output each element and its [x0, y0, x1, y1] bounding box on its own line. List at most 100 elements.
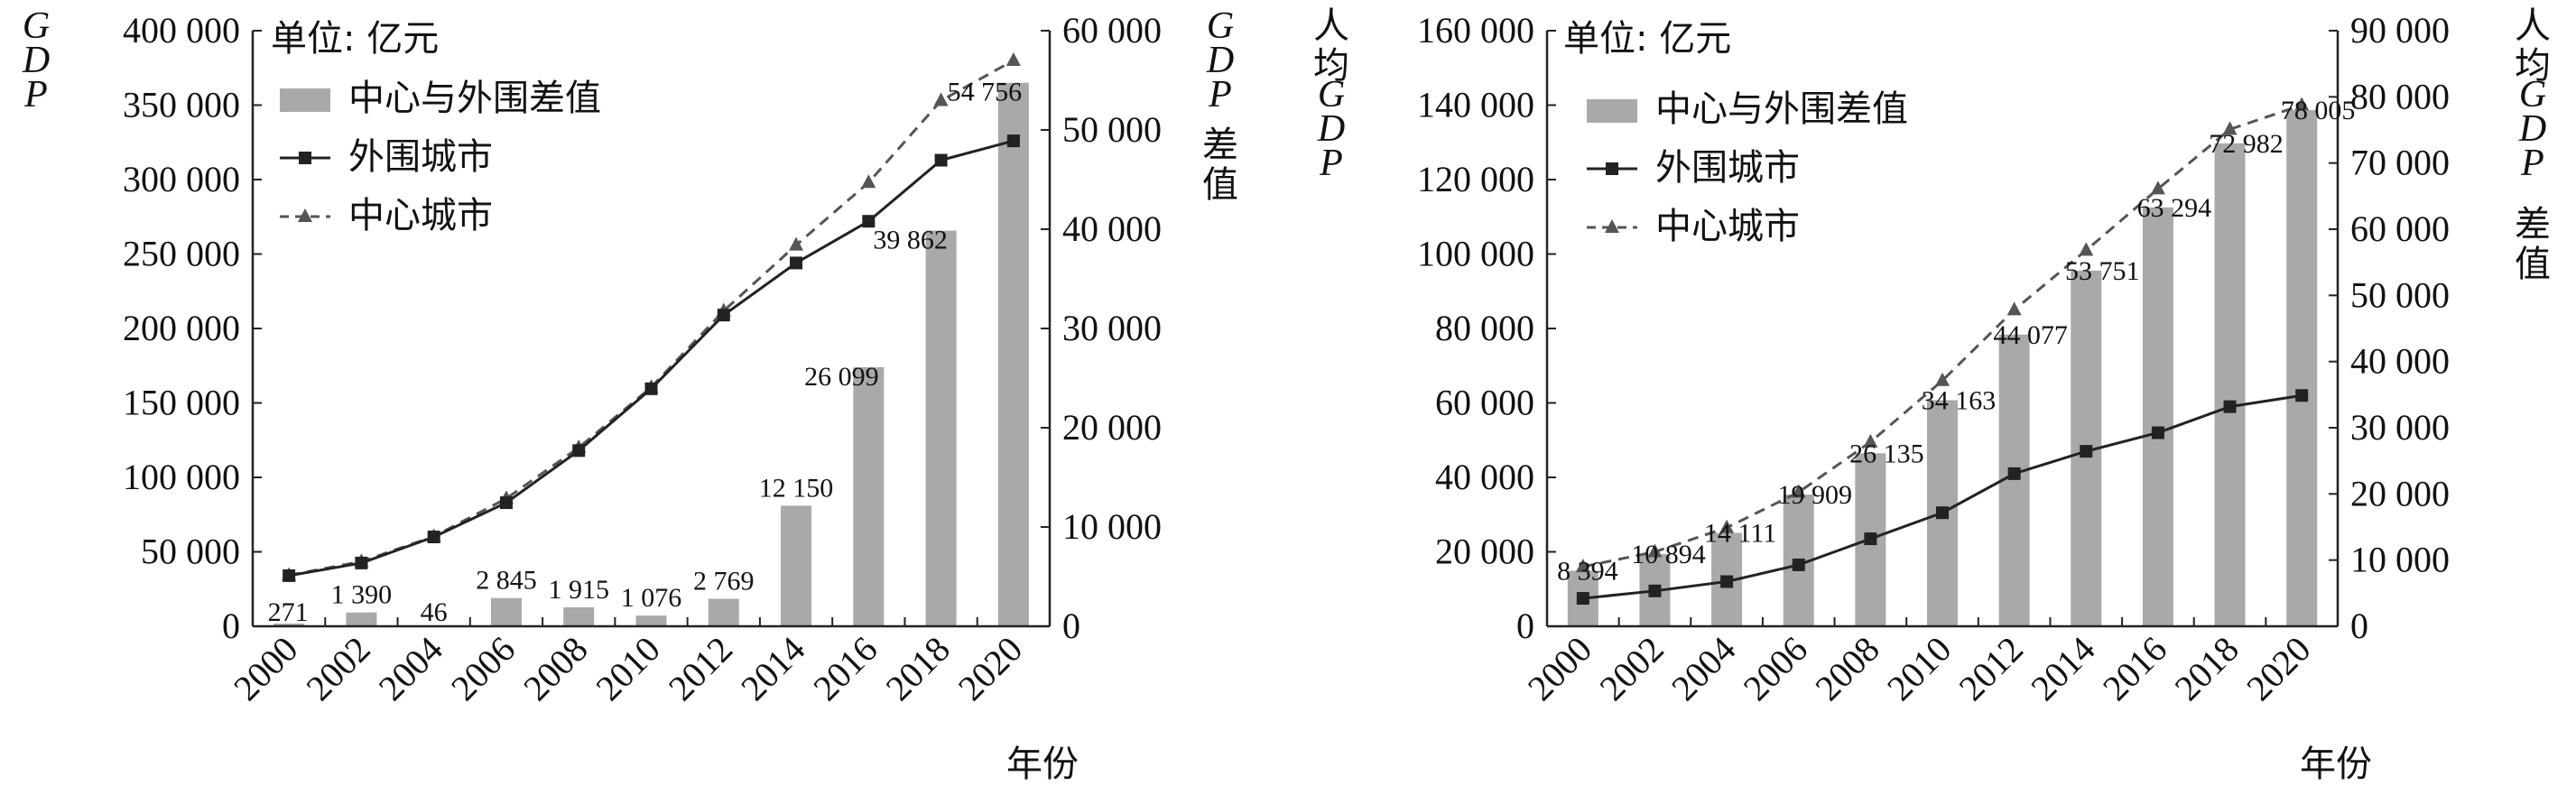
legend-label-outer: 外围城市: [1655, 147, 1800, 189]
x-tick-label: 2010: [1879, 629, 1959, 708]
bar-data-label: 78 005: [2281, 96, 2356, 125]
bar: [635, 615, 667, 626]
right-axis-title-char: D: [2518, 108, 2546, 150]
point-outer: [1936, 506, 1949, 520]
unit-note: 单位: 亿元: [271, 18, 439, 60]
chart-right-gdp-per-capita: 0 20 000 40 000 60 000 80 000 100 000 120 000 1…: [1313, 5, 2551, 785]
x-tick-label: 2018: [878, 629, 958, 708]
left-tick-label: 140 000: [1417, 85, 1534, 125]
x-tick-label: 2004: [371, 629, 450, 708]
point-center: [1575, 559, 1590, 572]
series-line-center: [1582, 104, 2303, 569]
bar: [708, 598, 739, 626]
point-center: [1935, 372, 1950, 386]
series-line-center: [288, 59, 1015, 577]
point-center: [1863, 433, 1878, 448]
bar-data-label: 39 862: [873, 226, 948, 255]
right-axis-title-char: D: [1206, 40, 1234, 81]
left-tick-label: 200 000: [123, 308, 240, 348]
right-axis-title-char: 值: [2515, 244, 2551, 285]
right-axis-title-char: G: [2519, 74, 2546, 116]
right-axis-title-char: 值: [1202, 164, 1238, 206]
point-outer: [2295, 389, 2309, 402]
point-center: [789, 236, 804, 251]
bar: [2214, 143, 2246, 627]
x-tick-label: 2002: [298, 629, 377, 708]
right-tick-label: 90 000: [2350, 10, 2450, 51]
x-tick-label: 2004: [1663, 629, 1743, 708]
point-outer: [1792, 558, 1805, 571]
bar-data-label: 53 751: [2065, 256, 2140, 286]
right-tick-label: 60 000: [1062, 10, 1162, 51]
x-tick-label: 2006: [1736, 629, 1815, 708]
left-tick-label: 40 000: [1435, 457, 1534, 497]
left-axis-title-char: D: [1317, 108, 1345, 150]
left-axis-title-char: G: [23, 5, 50, 47]
bar-data-label: 12 150: [759, 473, 834, 503]
right-tick-label: 10 000: [1062, 506, 1162, 547]
left-tick-label: 150 000: [123, 383, 240, 423]
right-tick-label: 10 000: [2350, 540, 2450, 580]
point-outer: [790, 256, 803, 270]
left-tick-label: 20 000: [1435, 532, 1534, 572]
left-tick-label: 0: [1516, 606, 1534, 646]
point-outer: [355, 556, 368, 569]
legend-label-center: 中心城市: [348, 195, 493, 236]
left-axis-title-char: P: [1319, 143, 1343, 184]
right-tick-label: 60 000: [2350, 208, 2450, 249]
left-tick-label: 80 000: [1435, 308, 1534, 348]
bar: [853, 366, 885, 626]
x-tick-label: 2012: [1951, 629, 2031, 708]
x-tick-label: 2010: [588, 629, 667, 708]
x-tick-label: 2008: [1807, 629, 1886, 708]
left-tick-label: 0: [222, 606, 240, 646]
legend-marker-outer: [1606, 162, 1618, 175]
left-tick-label: 100 000: [1417, 234, 1534, 274]
point-center: [2079, 242, 2094, 256]
bar-data-label: 271: [268, 597, 309, 627]
right-axis-title-char: 差: [2515, 204, 2551, 245]
legend-label-center: 中心城市: [1655, 206, 1800, 247]
x-axis-title: 年份: [1006, 744, 1079, 785]
legend-marker-outer: [299, 152, 311, 164]
left-axis-title-char: 人: [1313, 5, 1349, 47]
bar-data-label: 72 982: [2209, 129, 2284, 159]
left-axis-title-char: D: [22, 40, 50, 81]
left-tick-label: 50 000: [141, 532, 240, 572]
left-tick-label: 100 000: [123, 457, 240, 497]
point-outer: [934, 153, 948, 167]
bar-data-label: 8 394: [1557, 556, 1618, 586]
bar-data-label: 2 769: [693, 567, 755, 596]
point-outer: [2080, 445, 2093, 458]
bar-data-label: 63 294: [2137, 193, 2212, 223]
bar: [490, 597, 522, 626]
point-center: [2294, 97, 2310, 111]
legend-label-bar: 中心与外围差值: [348, 78, 601, 119]
legend-swatch-bar: [1587, 99, 1637, 123]
left-tick-label: 250 000: [123, 234, 240, 274]
bar: [997, 82, 1029, 626]
unit-note: 单位: 亿元: [1563, 18, 1731, 60]
point-outer: [644, 382, 658, 395]
x-tick-label: 2014: [733, 629, 812, 708]
bar: [563, 606, 595, 626]
right-axis-title-char: P: [2520, 143, 2544, 184]
bar: [346, 612, 377, 626]
point-outer: [283, 569, 296, 582]
bar: [2142, 207, 2173, 626]
right-tick-label: 30 000: [2350, 407, 2450, 448]
point-outer: [2151, 426, 2164, 439]
left-tick-label: 60 000: [1435, 383, 1534, 423]
legend-swatch-bar: [280, 88, 330, 112]
left-tick-label: 300 000: [123, 159, 240, 199]
point-outer: [2223, 400, 2237, 413]
x-tick-label: 2012: [661, 629, 740, 708]
point-center: [1719, 519, 1735, 533]
point-center: [2150, 180, 2165, 195]
chart-left-gdp: 0 50 000 100 000 150 000 200 000 250 000 300 0…: [22, 5, 1238, 785]
right-tick-label: 0: [2350, 606, 2368, 646]
right-tick-label: 20 000: [2350, 473, 2450, 513]
right-tick-label: 40 000: [2350, 341, 2450, 382]
point-outer: [2007, 467, 2021, 480]
